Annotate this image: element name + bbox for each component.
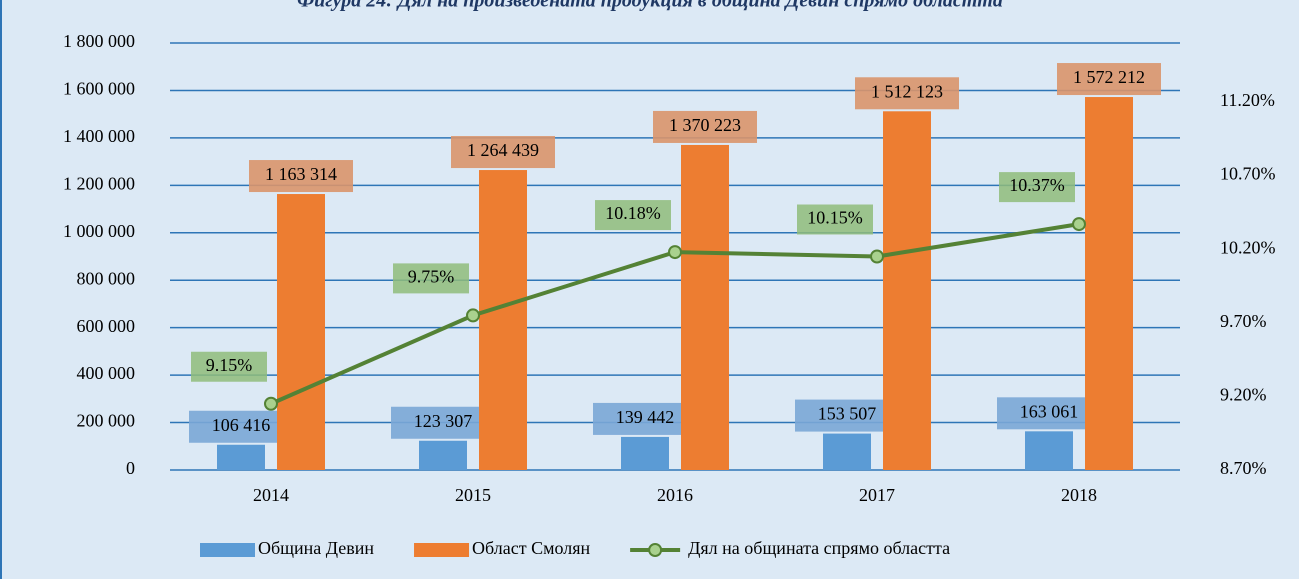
data-label-box xyxy=(795,399,899,432)
data-label: 123 307 xyxy=(414,411,473,431)
y-tick-label: 200 000 xyxy=(77,411,136,431)
legend-swatch xyxy=(648,543,663,557)
bar xyxy=(1025,431,1073,470)
legend-label: Община Девин xyxy=(258,538,374,558)
data-label-box xyxy=(451,136,555,169)
data-label: 1 572 212 xyxy=(1073,67,1145,87)
data-label: 153 507 xyxy=(818,404,877,424)
x-tick-label: 2017 xyxy=(859,485,895,505)
legend-swatch xyxy=(200,543,255,557)
bar xyxy=(823,433,871,470)
data-label-box xyxy=(997,397,1101,430)
bar xyxy=(1085,97,1133,470)
data-label: 106 416 xyxy=(212,415,271,435)
y-tick-label: 1 600 000 xyxy=(63,79,135,99)
bar xyxy=(681,144,729,471)
data-label: 1 512 123 xyxy=(871,81,943,101)
marker xyxy=(264,396,278,411)
data-label-box xyxy=(393,263,469,294)
x-tick-label: 2014 xyxy=(253,485,289,505)
marker xyxy=(1072,217,1086,232)
x-tick-label: 2016 xyxy=(657,485,693,505)
data-label-box xyxy=(855,77,959,110)
bar xyxy=(621,436,669,470)
x-tick-label: 2018 xyxy=(1061,485,1097,505)
data-label: 10.37% xyxy=(1009,175,1065,195)
data-label: 10.18% xyxy=(605,203,661,223)
data-label-box xyxy=(595,200,671,231)
y2-tick-label: 10.20% xyxy=(1220,237,1276,257)
marker xyxy=(668,245,682,260)
y2-tick-label: 8.70% xyxy=(1220,458,1267,478)
data-label: 1 163 314 xyxy=(265,164,337,184)
y-tick-label: 400 000 xyxy=(77,363,136,383)
y2-tick-label: 9.20% xyxy=(1220,385,1267,405)
data-label: 139 442 xyxy=(616,407,675,427)
marker xyxy=(870,249,884,264)
data-label-box xyxy=(593,402,697,435)
chart-title: Фигура 24: Дял на произведената продукци… xyxy=(297,0,1003,12)
data-label: 1 370 223 xyxy=(669,115,741,135)
legend-swatch xyxy=(414,543,470,557)
data-label-box xyxy=(189,410,293,443)
bar xyxy=(479,170,527,470)
data-label: 1 264 439 xyxy=(467,140,539,160)
data-label-box xyxy=(999,172,1075,203)
y-tick-label: 1 000 000 xyxy=(63,221,135,241)
data-label-box xyxy=(249,160,353,193)
y-tick-label: 1 800 000 xyxy=(63,31,135,51)
legend-label: Област Смолян xyxy=(472,538,590,558)
y-tick-label: 800 000 xyxy=(77,268,136,288)
y-tick-label: 600 000 xyxy=(77,316,136,336)
bar xyxy=(883,111,931,470)
y2-tick-label: 9.70% xyxy=(1220,311,1267,331)
x-tick-label: 2015 xyxy=(455,485,491,505)
data-label-box xyxy=(653,110,757,143)
legend-label: Дял на общината спрямо областта xyxy=(688,538,950,558)
bar xyxy=(277,194,325,470)
data-label-box xyxy=(1057,63,1161,96)
y2-tick-label: 11.20% xyxy=(1220,90,1275,110)
data-label-box xyxy=(797,204,873,235)
data-label-box xyxy=(191,351,267,382)
data-label: 10.15% xyxy=(807,208,863,228)
data-label-box xyxy=(391,406,495,439)
bar xyxy=(217,444,265,470)
data-label: 9.15% xyxy=(206,355,253,375)
bar xyxy=(419,440,467,470)
y-tick-label: 1 400 000 xyxy=(63,126,135,146)
data-label: 9.75% xyxy=(408,267,455,287)
data-label: 163 061 xyxy=(1020,401,1079,421)
marker xyxy=(466,308,480,323)
y-tick-label: 1 200 000 xyxy=(63,173,135,193)
y-tick-label: 0 xyxy=(126,458,135,478)
y2-tick-label: 10.70% xyxy=(1220,164,1276,184)
